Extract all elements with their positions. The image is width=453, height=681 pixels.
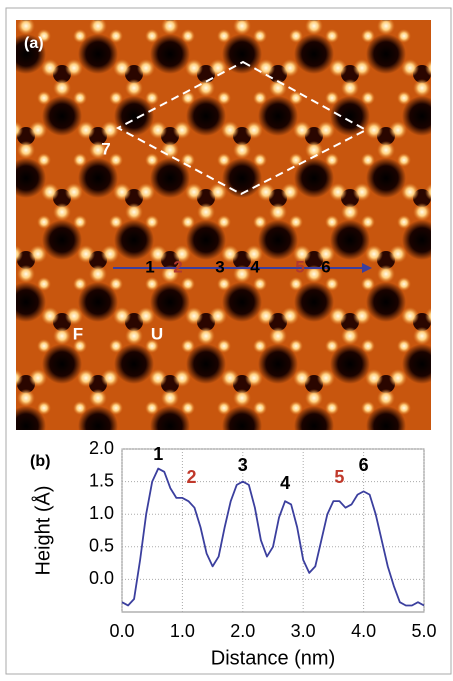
image-marker: 7 — [101, 139, 110, 158]
x-tick-label: 0.0 — [109, 621, 134, 641]
figure-border — [5, 7, 452, 675]
y-tick-label: 0.5 — [89, 536, 114, 556]
x-tick-label: 4.0 — [351, 621, 376, 641]
y-axis-label: Height (Å) — [31, 485, 54, 575]
peak-label: 6 — [359, 455, 369, 475]
x-tick-label: 5.0 — [411, 621, 436, 641]
profile-curve — [121, 467, 425, 607]
x-axis-label: Distance (nm) — [211, 647, 335, 669]
image-marker: 4 — [250, 257, 260, 276]
x-tick-label: 2.0 — [230, 621, 255, 641]
panel-label: (b) — [30, 453, 50, 470]
peak-label: 1 — [153, 444, 163, 464]
unit-cell — [115, 60, 369, 196]
y-tick-label: 1.0 — [89, 503, 114, 523]
peak-label: 3 — [238, 455, 248, 475]
y-tick-label: 0.0 — [89, 568, 114, 588]
image-marker: U — [151, 324, 163, 343]
image-marker: 1 — [145, 257, 154, 276]
stm-image — [16, 20, 431, 430]
peak-label: 2 — [186, 467, 196, 487]
image-marker: 2 — [173, 257, 182, 276]
image-marker: 6 — [321, 257, 330, 276]
image-marker: 5 — [295, 257, 304, 276]
y-tick-label: 2.0 — [89, 438, 114, 458]
peak-label: 5 — [334, 467, 344, 487]
peak-label: 4 — [280, 473, 290, 493]
y-tick-label: 1.5 — [89, 470, 114, 490]
arrow-head — [362, 263, 372, 273]
x-tick-label: 1.0 — [170, 621, 195, 641]
panel-label: (a) — [24, 35, 44, 52]
plot-area — [121, 448, 425, 613]
x-tick-label: 3.0 — [291, 621, 316, 641]
image-marker: 3 — [215, 257, 224, 276]
image-marker: F — [73, 324, 83, 343]
